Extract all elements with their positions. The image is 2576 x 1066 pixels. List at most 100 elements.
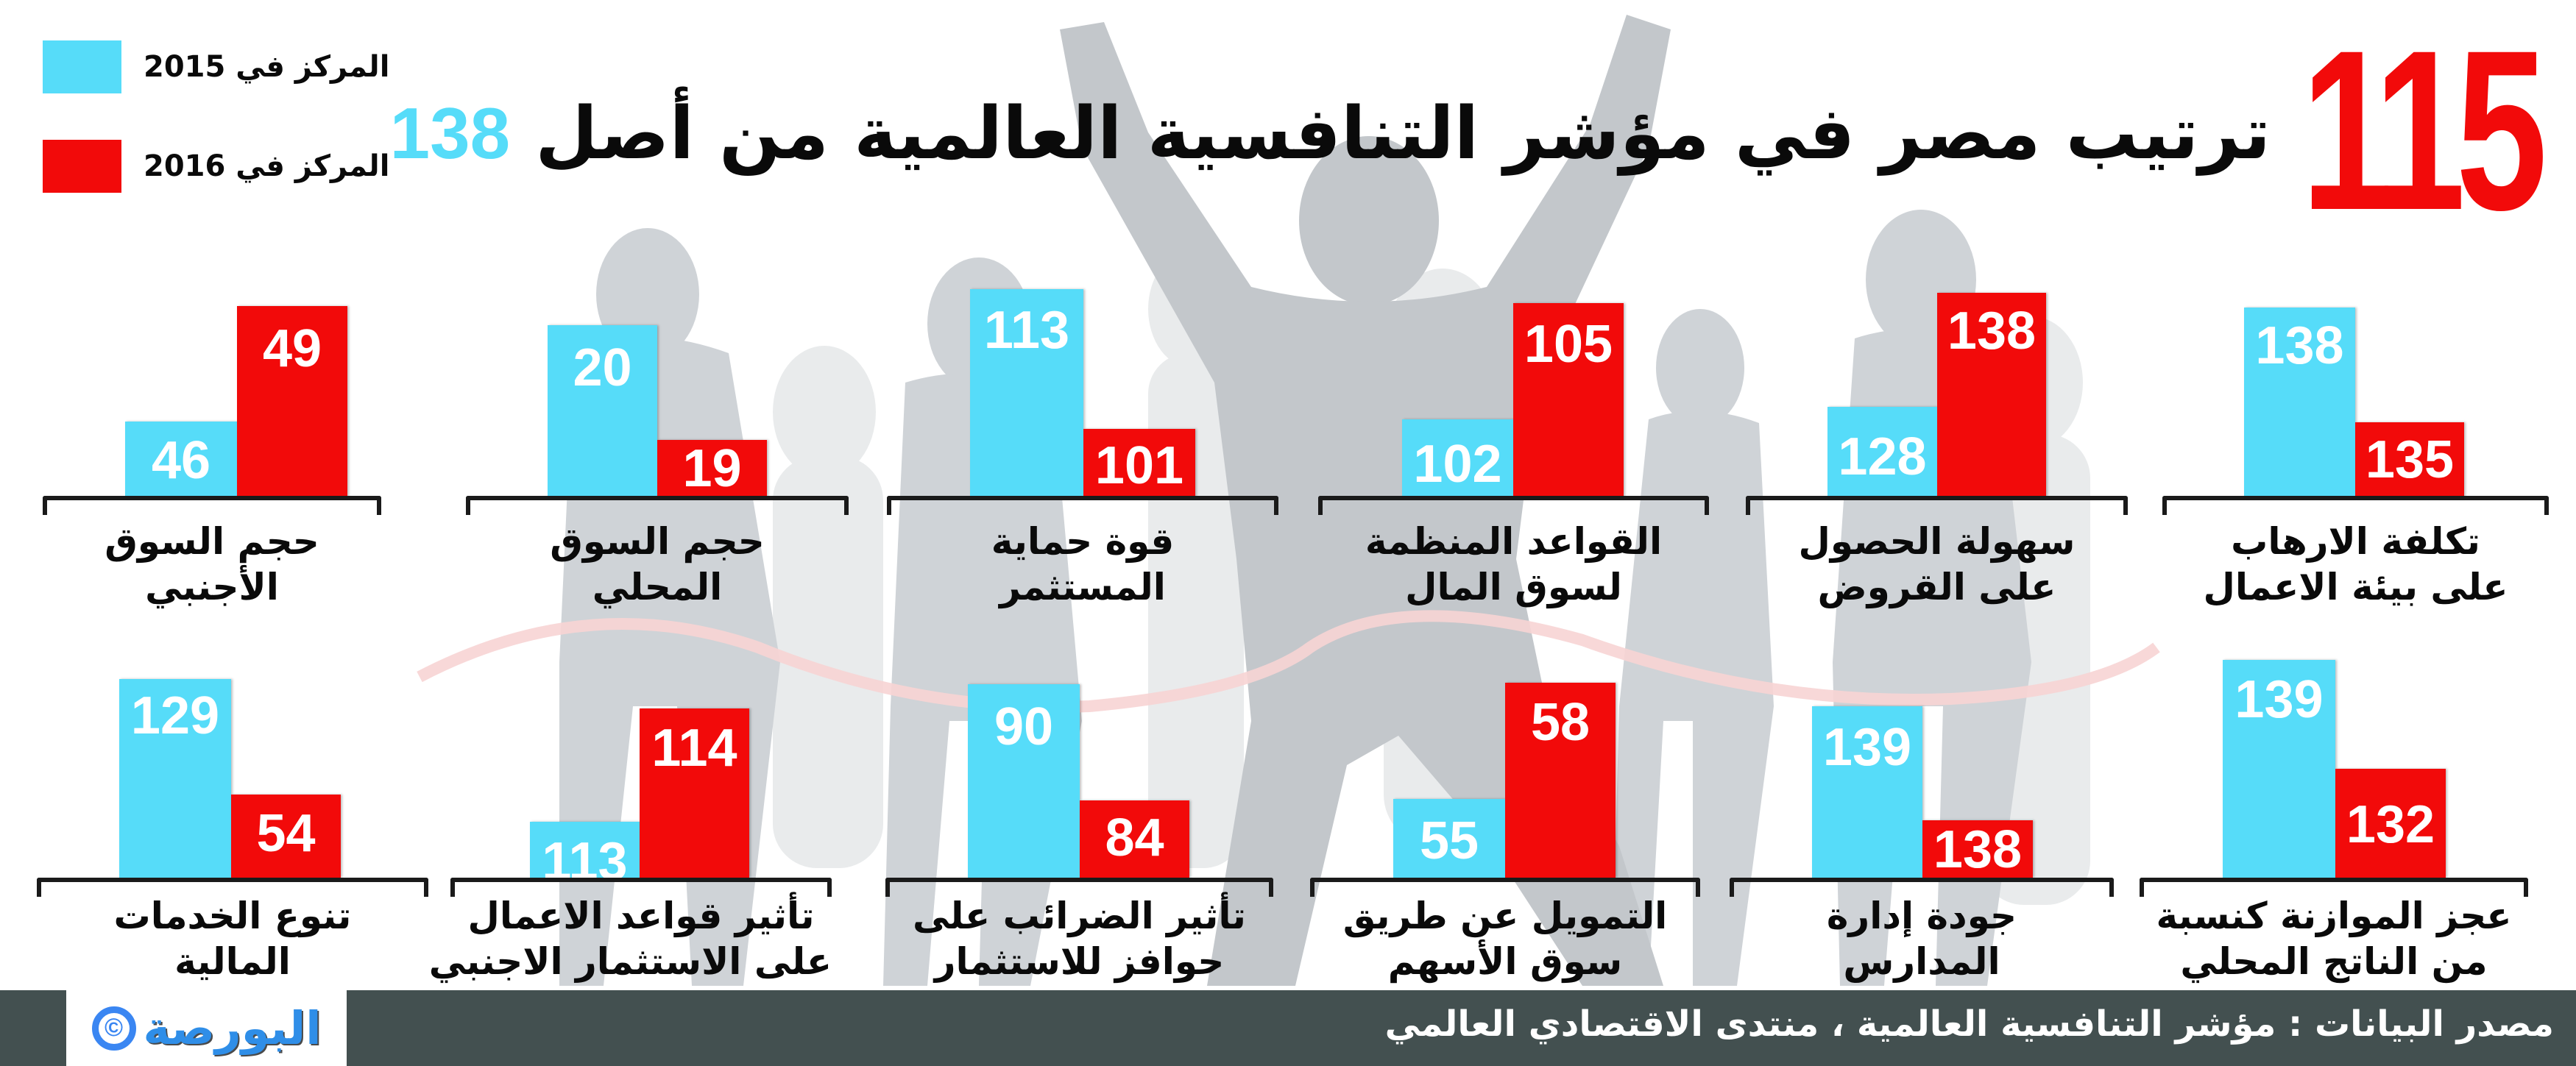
chart-baseline-bracket [450, 878, 832, 897]
bar-2016: 49 [237, 306, 347, 498]
chart-baseline-bracket [1318, 496, 1709, 515]
chart-label-line2: المالية [174, 940, 291, 983]
bar-value-2015: 129 [130, 686, 220, 745]
chart-label-line1: حجم السوق [550, 520, 765, 563]
chart-label: تنوع الخدمات المالية [37, 893, 428, 984]
chart-baseline-bracket [1730, 878, 2114, 897]
legend-swatch-2016 [43, 140, 121, 193]
bar-2015: 46 [125, 422, 237, 498]
chart-label-line1: القواعد المنظمة [1365, 520, 1663, 563]
bar-value-2016: 19 [682, 439, 742, 498]
legend-label-2016: المركز في 2016 [144, 149, 390, 183]
legend-item-2015: المركز في 2015 [43, 40, 389, 93]
chart-label: تكلفة الارهاب على بيئة الاعمال [2162, 519, 2549, 610]
chart-access-to-loans: 128 138 سهولة الحصول على القروض [1746, 280, 2143, 608]
chart-foreign-market-size: 46 49 حجم السوق الأجنبي [43, 280, 411, 608]
chart-label-line2: المدارس [1843, 940, 2000, 983]
chart-baseline-bracket [466, 496, 849, 515]
bar-2015: 90 [968, 684, 1080, 878]
chart-label: القواعد المنظمة لسوق المال [1318, 519, 1709, 610]
chart-label-line1: سهولة الحصول [1798, 520, 2076, 563]
bar-2016: 58 [1505, 683, 1616, 878]
bar-2016: 138 [1922, 820, 2033, 878]
bar-2016: 138 [1937, 293, 2046, 498]
bar-value-2015: 128 [1838, 427, 1927, 486]
chart-label-line2: حوافز للاستثمار [934, 940, 1225, 983]
bar-value-2016: 54 [256, 804, 316, 863]
chart-baseline-bracket [1310, 878, 1700, 897]
legend-item-2016: المركز في 2016 [43, 140, 389, 193]
bar-value-2015: 90 [994, 697, 1054, 756]
chart-label: تأثير الضرائب على حوافز للاستثمار [885, 893, 1273, 984]
chart-label: قوة حماية المستثمر [887, 519, 1278, 610]
chart-label: تأثير قواعد الاعمال على الاستثمار الاجنبي [428, 893, 832, 984]
chart-budget-deficit: 139 132 عجز الموازنة كنسبة من الناتج المح… [2140, 647, 2552, 986]
chart-label-line2: على القروض [1817, 566, 2056, 608]
chart-label-line2: من الناتج المحلي [2180, 940, 2488, 983]
chart-label-line2: سوق الأسهم [1387, 940, 1623, 983]
bar-2016: 19 [657, 440, 767, 498]
bar-2015: 138 [2244, 308, 2355, 498]
bar-value-2016: 49 [262, 319, 322, 378]
chart-baseline-bracket [1746, 496, 2128, 515]
title-text: ترتيب مصر في مؤشر التنافسية العالمية من … [535, 92, 2271, 176]
chart-local-market-size: 20 19 حجم السوق المحلي [466, 280, 863, 608]
chart-label-line2: لسوق المال [1405, 566, 1622, 608]
logo-wordmark: البورصة [143, 1001, 322, 1055]
chart-label-line2: المستثمر [999, 566, 1166, 608]
bar-2015: 139 [1812, 706, 1922, 878]
bar-2015: 129 [119, 679, 231, 878]
chart-label: حجم السوق المحلي [466, 519, 849, 610]
page-title: ترتيب مصر في مؤشر التنافسية العالمية من … [389, 92, 2271, 176]
chart-tax-incentives: 90 84 تأثير الضرائب على حوافز للاستثمار [885, 647, 1283, 986]
chart-label-line1: تأثير الضرائب على [913, 895, 1246, 937]
chart-label-line1: تأثير قواعد الاعمال [467, 895, 815, 937]
chart-capital-market-regulation: 102 105 القواعد المنظمة لسوق المال [1318, 280, 1716, 608]
bar-value-2015: 46 [151, 431, 211, 490]
chart-investor-protection: 113 101 قوة حماية المستثمر [887, 280, 1284, 608]
chart-label: التمويل عن طريق سوق الأسهم [1310, 893, 1700, 984]
chart-label: حجم السوق الأجنبي [43, 519, 381, 610]
chart-label-line1: تنوع الخدمات [113, 895, 352, 937]
chart-financial-services-diversity: 129 54 تنوع الخدمات المالية [37, 647, 428, 986]
bar-2016: 54 [231, 795, 341, 878]
bar-value-2016: 132 [2346, 795, 2435, 854]
chart-label-line2: المحلي [592, 566, 723, 608]
bar-value-2015: 139 [2234, 670, 2324, 729]
bar-2016: 84 [1080, 800, 1189, 878]
chart-label-line2: على بيئة الاعمال [2203, 566, 2508, 608]
bar-2015: 139 [2223, 660, 2335, 878]
footer-bar: © البورصة مصدر البيانات : مؤشر التنافسية… [0, 990, 2576, 1066]
bar-value-2015: 55 [1419, 811, 1479, 870]
chart-label-line1: تكلفة الارهاب [2231, 520, 2480, 563]
title-highlight-total: 138 [389, 93, 511, 174]
bar-2015: 55 [1393, 799, 1505, 878]
chart-terrorism-cost: 138 135 تكلفة الارهاب على بيئة الاعمال [2162, 280, 2560, 608]
bar-2016: 101 [1083, 429, 1195, 498]
bar-value-2015: 20 [573, 338, 632, 397]
chart-baseline-bracket [37, 878, 428, 897]
bar-value-2016: 84 [1105, 809, 1164, 867]
chart-baseline-bracket [885, 878, 1273, 897]
chart-label-line1: حجم السوق [105, 520, 319, 563]
bar-value-2016: 101 [1094, 436, 1184, 495]
data-source-text: مصدر البيانات : مؤشر التنافسية العالمية … [1384, 1003, 2554, 1045]
bar-2015: 128 [1827, 407, 1937, 498]
chart-label-line1: جودة إدارة [1826, 895, 2017, 937]
copyright-icon: © [91, 1006, 136, 1051]
legend-label-2015: المركز في 2015 [144, 50, 390, 84]
bar-value-2015: 139 [1822, 718, 1912, 777]
bar-2015: 102 [1402, 419, 1513, 498]
bar-2016: 135 [2355, 422, 2464, 498]
bar-2015: 113 [970, 289, 1083, 498]
chart-school-management: 139 138 جودة إدارة المدارس [1730, 647, 2127, 986]
chart-label: عجز الموازنة كنسبة من الناتج المحلي [2140, 893, 2528, 984]
chart-label-line2: الأجنبي [145, 566, 279, 608]
chart-label: جودة إدارة المدارس [1730, 893, 2114, 984]
bar-2016: 114 [640, 708, 749, 878]
chart-label-line1: عجز الموازنة كنسبة [2156, 895, 2512, 937]
publisher-logo[interactable]: © البورصة [66, 990, 347, 1066]
bar-2015: 20 [548, 325, 657, 498]
bar-value-2016: 138 [1947, 302, 2037, 360]
chart-label-line2: على الاستثمار الاجنبي [428, 940, 832, 983]
